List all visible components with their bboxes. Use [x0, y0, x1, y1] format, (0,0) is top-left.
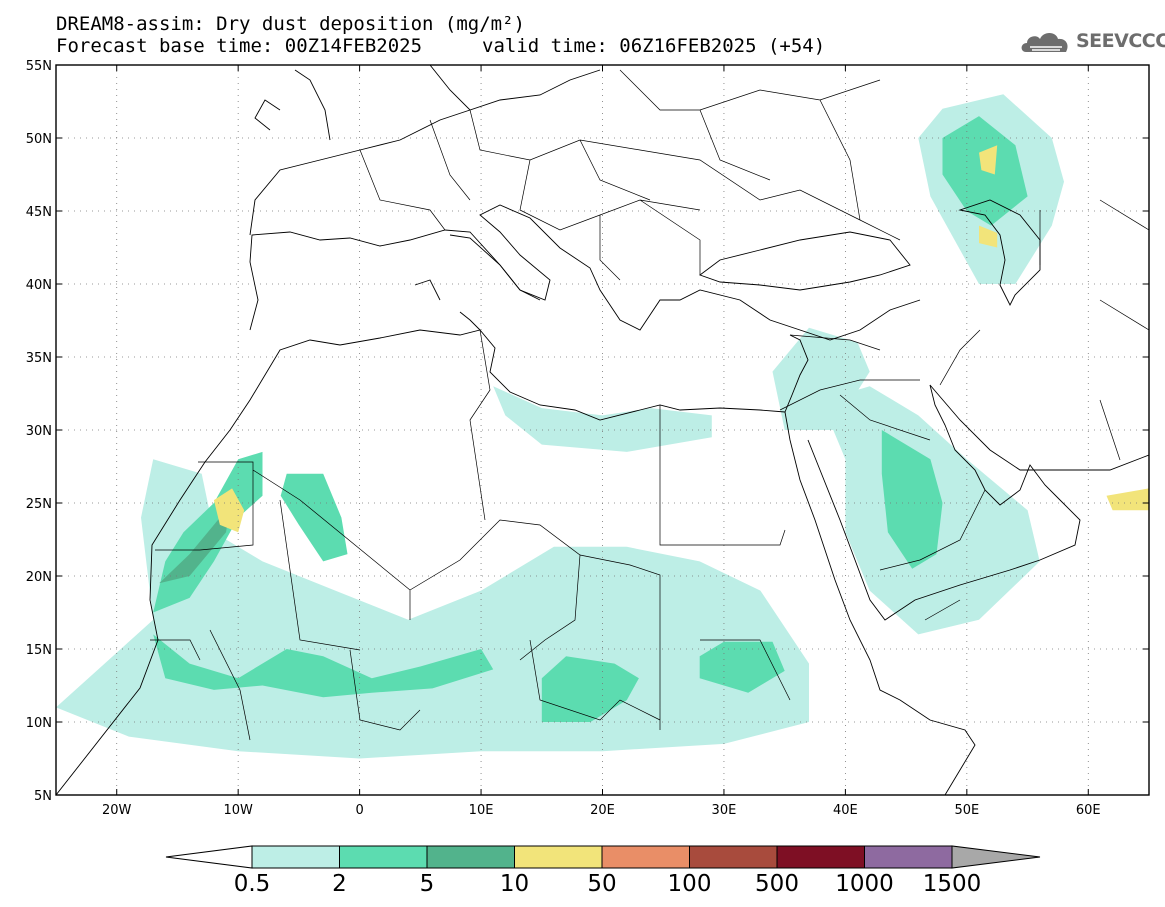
- dust-region: [153, 634, 494, 698]
- lon-tick-label: 20E: [590, 803, 615, 818]
- lat-tick-label: 40N: [26, 278, 52, 293]
- lat-tick-label: 25N: [26, 497, 52, 512]
- europe-borders: [359, 69, 901, 281]
- colorbar-swatch: [251, 845, 340, 869]
- africa-coastline: [56, 329, 786, 795]
- colorbar-swatch: [689, 845, 778, 869]
- lon-tick-label: 50E: [954, 803, 979, 818]
- scandinavia-baltic: [429, 65, 601, 111]
- italy: [414, 234, 541, 331]
- lat-tick-label: 10N: [26, 716, 52, 731]
- dust-region: [979, 225, 998, 248]
- lat-tick-label: 50N: [26, 132, 52, 147]
- colorbar-label: 2: [332, 871, 347, 897]
- dust-deposition-fields: [56, 94, 1149, 759]
- cloud-logo-icon: [1021, 33, 1068, 52]
- colorbar-swatch: [601, 845, 690, 869]
- red-sea-west-coast: [784, 411, 976, 795]
- colorbar-label: 10: [500, 871, 529, 897]
- lon-tick-label: 0: [355, 803, 363, 818]
- colorbar-swatch: [864, 845, 953, 869]
- lat-tick-label: 35N: [26, 351, 52, 366]
- colorbar-label: 500: [755, 871, 799, 897]
- lat-tick-label: 15N: [26, 643, 52, 658]
- colorbar-max-arrow: [951, 845, 1041, 869]
- dust-region: [881, 430, 943, 569]
- african-borders: [150, 329, 791, 741]
- colorbar-swatch: [339, 845, 428, 869]
- dust-region: [213, 488, 245, 533]
- caspian-sea: [958, 199, 1041, 307]
- seevccc-logo: SEEVCCC: [1018, 26, 1165, 56]
- france-uk: [249, 69, 471, 236]
- colorbar-min-arrow: [165, 845, 253, 869]
- lat-tick-label: 45N: [26, 205, 52, 220]
- arabia-coast: [784, 334, 1081, 621]
- black-sea: [699, 231, 911, 291]
- dust-region: [159, 495, 233, 584]
- coastlines-borders: [56, 65, 1149, 795]
- colorbar-label: 1500: [923, 871, 982, 897]
- axis-ticks: 20W 10W 0 10E 20E 30E 40E 50E 60E 5N 10N 15N 20N 25N 3…: [26, 59, 1149, 818]
- mideast-borders: [779, 199, 1149, 621]
- valid-time: valid time: 06Z16FEB2025 (+54): [482, 35, 826, 57]
- lon-tick-label: 10W: [223, 803, 253, 818]
- lon-tick-label: 40E: [833, 803, 858, 818]
- dust-region: [280, 473, 348, 562]
- colorbar-swatch: [776, 845, 865, 869]
- logo-text: SEEVCCC: [1076, 30, 1165, 52]
- colorbar-label: 0.5: [234, 871, 271, 897]
- lon-tick-label: 10E: [469, 803, 494, 818]
- lat-tick-label: 20N: [26, 570, 52, 585]
- lon-tick-label: 20W: [102, 803, 132, 818]
- colorbar-label: 1000: [835, 871, 894, 897]
- colorbar-label: 5: [420, 871, 435, 897]
- lon-tick-label: 60E: [1076, 803, 1101, 818]
- dust-region: [979, 145, 998, 175]
- lat-tick-label: 30N: [26, 424, 52, 439]
- lat-tick-label: 5N: [34, 789, 52, 804]
- map-title: DREAM8-assim: Dry dust deposition (mg/m²…: [56, 13, 525, 35]
- colorbar-label: 100: [668, 871, 712, 897]
- forecast-base-time: Forecast base time: 00Z14FEB2025: [56, 35, 423, 57]
- colorbar-swatch: [426, 845, 515, 869]
- dust-region: [699, 641, 785, 693]
- colorbar-label: 50: [587, 871, 616, 897]
- colorbar-swatch: [514, 845, 603, 869]
- iran-coast: [929, 384, 1149, 471]
- dust-region: [1106, 488, 1149, 511]
- colorbar: 0.5 2 5 10 50 100 500 1000 1500: [165, 845, 1041, 897]
- dust-region: [56, 459, 809, 759]
- lon-tick-label: 30E: [712, 803, 737, 818]
- lat-tick-label: 55N: [26, 59, 52, 74]
- europe-coast: [249, 204, 921, 341]
